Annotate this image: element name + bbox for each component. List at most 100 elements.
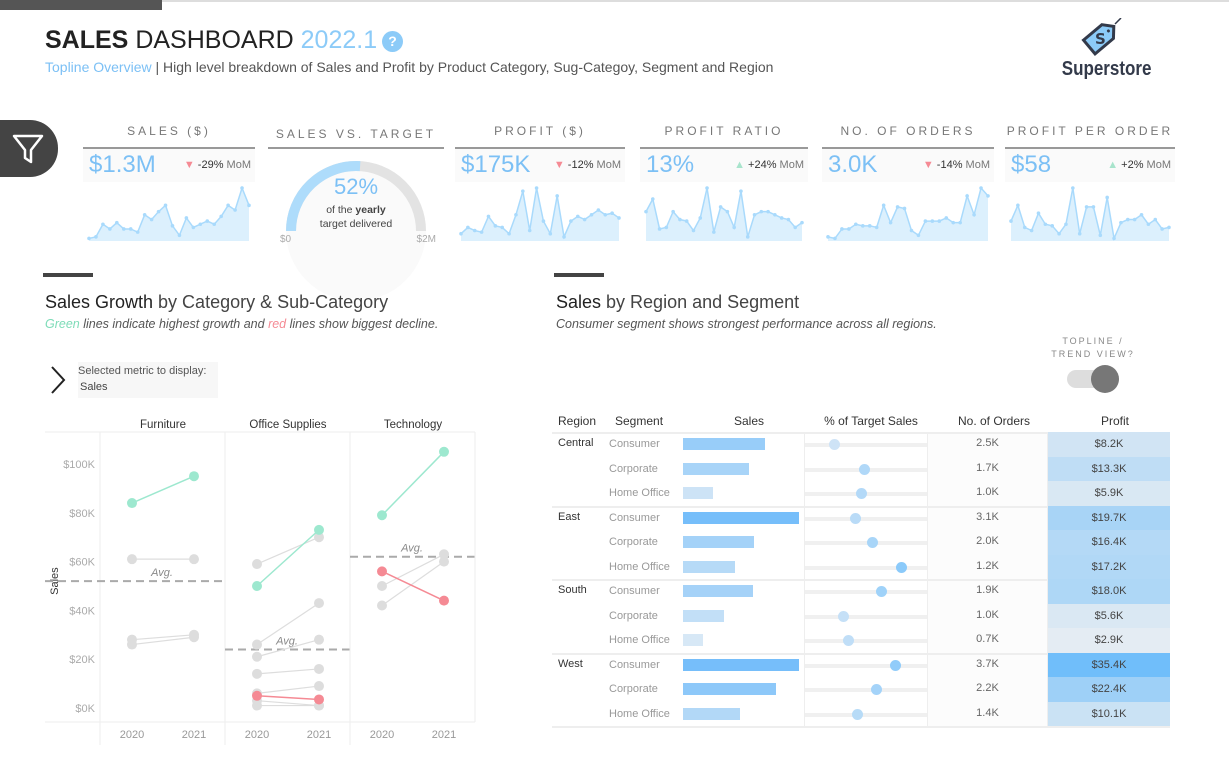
kpi-label: PROFIT RATIO <box>664 124 784 138</box>
data-point-red[interactable] <box>377 566 387 577</box>
kpi-band <box>822 149 994 182</box>
sparkline-point <box>156 209 161 214</box>
average-label: Avg. <box>275 635 298 647</box>
data-point-gray[interactable] <box>314 634 324 645</box>
data-point-green[interactable] <box>127 498 137 509</box>
data-point-gray[interactable] <box>377 600 387 611</box>
sparkline-point <box>575 214 580 219</box>
target-dot[interactable] <box>890 659 901 671</box>
profit-cell: $5.6K <box>1048 603 1170 628</box>
data-point-green[interactable] <box>439 446 449 457</box>
sales-bar[interactable] <box>683 707 740 720</box>
sparkline-point <box>142 212 147 217</box>
sparkline-point <box>712 230 716 234</box>
target-dot[interactable] <box>896 561 907 573</box>
sales-bar[interactable] <box>683 634 703 646</box>
data-point-red[interactable] <box>314 694 324 705</box>
metric-selector-value[interactable]: Sales <box>80 381 108 393</box>
data-point-red[interactable] <box>439 595 449 606</box>
sparkline-point <box>650 197 655 201</box>
target-dot[interactable] <box>850 512 862 524</box>
question-circle-icon[interactable]: ? <box>382 31 403 52</box>
sales-bar[interactable] <box>683 585 753 597</box>
kpi-value: $175K <box>461 151 531 178</box>
sparkline-point <box>493 224 498 228</box>
gauge-max: $2M <box>416 234 436 245</box>
data-point-green[interactable] <box>252 581 262 591</box>
target-dot[interactable] <box>843 635 855 646</box>
data-point-gray[interactable] <box>252 668 262 679</box>
target-dot[interactable] <box>828 439 840 450</box>
data-point-green[interactable] <box>314 524 324 535</box>
data-point-gray[interactable] <box>314 598 324 609</box>
target-dot[interactable] <box>838 610 850 622</box>
kpi-band <box>83 149 255 182</box>
column-header: Segment <box>615 414 664 428</box>
orders-value: 1.2K <box>976 559 999 572</box>
target-dot[interactable] <box>856 488 868 499</box>
x-tick-label: 2021 <box>182 729 206 741</box>
target-dot[interactable] <box>870 684 882 695</box>
orders-value: 1.9K <box>976 584 999 596</box>
target-dot[interactable] <box>858 463 870 475</box>
sales-bar[interactable] <box>683 511 799 524</box>
topline-overview-link[interactable]: Topline Overview <box>45 59 152 75</box>
target-dot[interactable] <box>851 708 863 720</box>
sparkline-point <box>1029 228 1034 233</box>
target-dot[interactable] <box>867 537 879 548</box>
data-point-gray[interactable] <box>439 556 449 567</box>
sparkline-point <box>1077 231 1082 236</box>
data-point-gray[interactable] <box>377 581 387 591</box>
y-tick-label: $0K <box>75 703 95 715</box>
data-point-gray[interactable] <box>314 532 324 543</box>
data-point-gray[interactable] <box>252 651 262 662</box>
slope-line-gray <box>131 634 195 641</box>
toggle-label: TOPLINE / TREND VIEW? <box>1051 336 1135 359</box>
data-point-gray[interactable] <box>252 559 262 570</box>
segment-label: Corporate <box>609 683 658 695</box>
sparkline-point <box>486 214 491 219</box>
sparkline-line <box>1010 187 1170 242</box>
sales-bar[interactable] <box>683 560 736 573</box>
orders-value: 2.5K <box>976 437 999 449</box>
data-point-gray[interactable] <box>314 663 324 674</box>
topline-trend-toggle[interactable] <box>1067 365 1119 393</box>
target-dot[interactable] <box>875 586 887 597</box>
sales-bar[interactable] <box>683 609 724 622</box>
data-point-green[interactable] <box>189 471 199 482</box>
sparkline-point <box>867 224 872 228</box>
sales-bar[interactable] <box>683 462 750 475</box>
sparkline-point <box>596 208 601 212</box>
data-point-gray[interactable] <box>127 554 137 565</box>
data-point-gray[interactable] <box>314 681 324 692</box>
sparkline-point <box>779 216 784 220</box>
sales-bar[interactable] <box>683 536 754 548</box>
chevron-right-icon[interactable] <box>46 364 70 396</box>
metric-selector[interactable]: Selected metric to display: Sales <box>78 362 218 398</box>
sales-bar[interactable] <box>683 438 766 450</box>
sales-bar[interactable] <box>683 683 776 695</box>
data-point-gray[interactable] <box>127 639 137 650</box>
sparkline-point <box>671 209 675 214</box>
funnel-icon <box>12 134 44 164</box>
sparkline-point <box>603 212 608 217</box>
toggle-knob[interactable] <box>1091 365 1119 393</box>
sales-bar[interactable] <box>683 658 799 671</box>
section-marker <box>43 273 93 277</box>
kpi-label: PROFIT PER ORDER <box>1006 124 1174 138</box>
data-point-red[interactable] <box>252 690 262 701</box>
data-point-gray[interactable] <box>189 554 199 565</box>
data-point-gray[interactable] <box>252 639 262 650</box>
sales-bar[interactable] <box>683 487 714 499</box>
data-point-gray[interactable] <box>189 632 199 643</box>
sparkline-point <box>951 220 956 225</box>
data-point-gray[interactable] <box>252 700 262 711</box>
panel-title: Office Supplies <box>249 419 326 431</box>
kpi-band <box>640 149 808 182</box>
data-point-green[interactable] <box>377 510 387 521</box>
filter-button[interactable] <box>0 120 58 177</box>
slope-line-gray <box>256 536 320 565</box>
orders-value: 0.7K <box>976 633 999 645</box>
kpi-value: 3.0K <box>828 151 878 178</box>
data-point-gray[interactable] <box>439 549 449 560</box>
